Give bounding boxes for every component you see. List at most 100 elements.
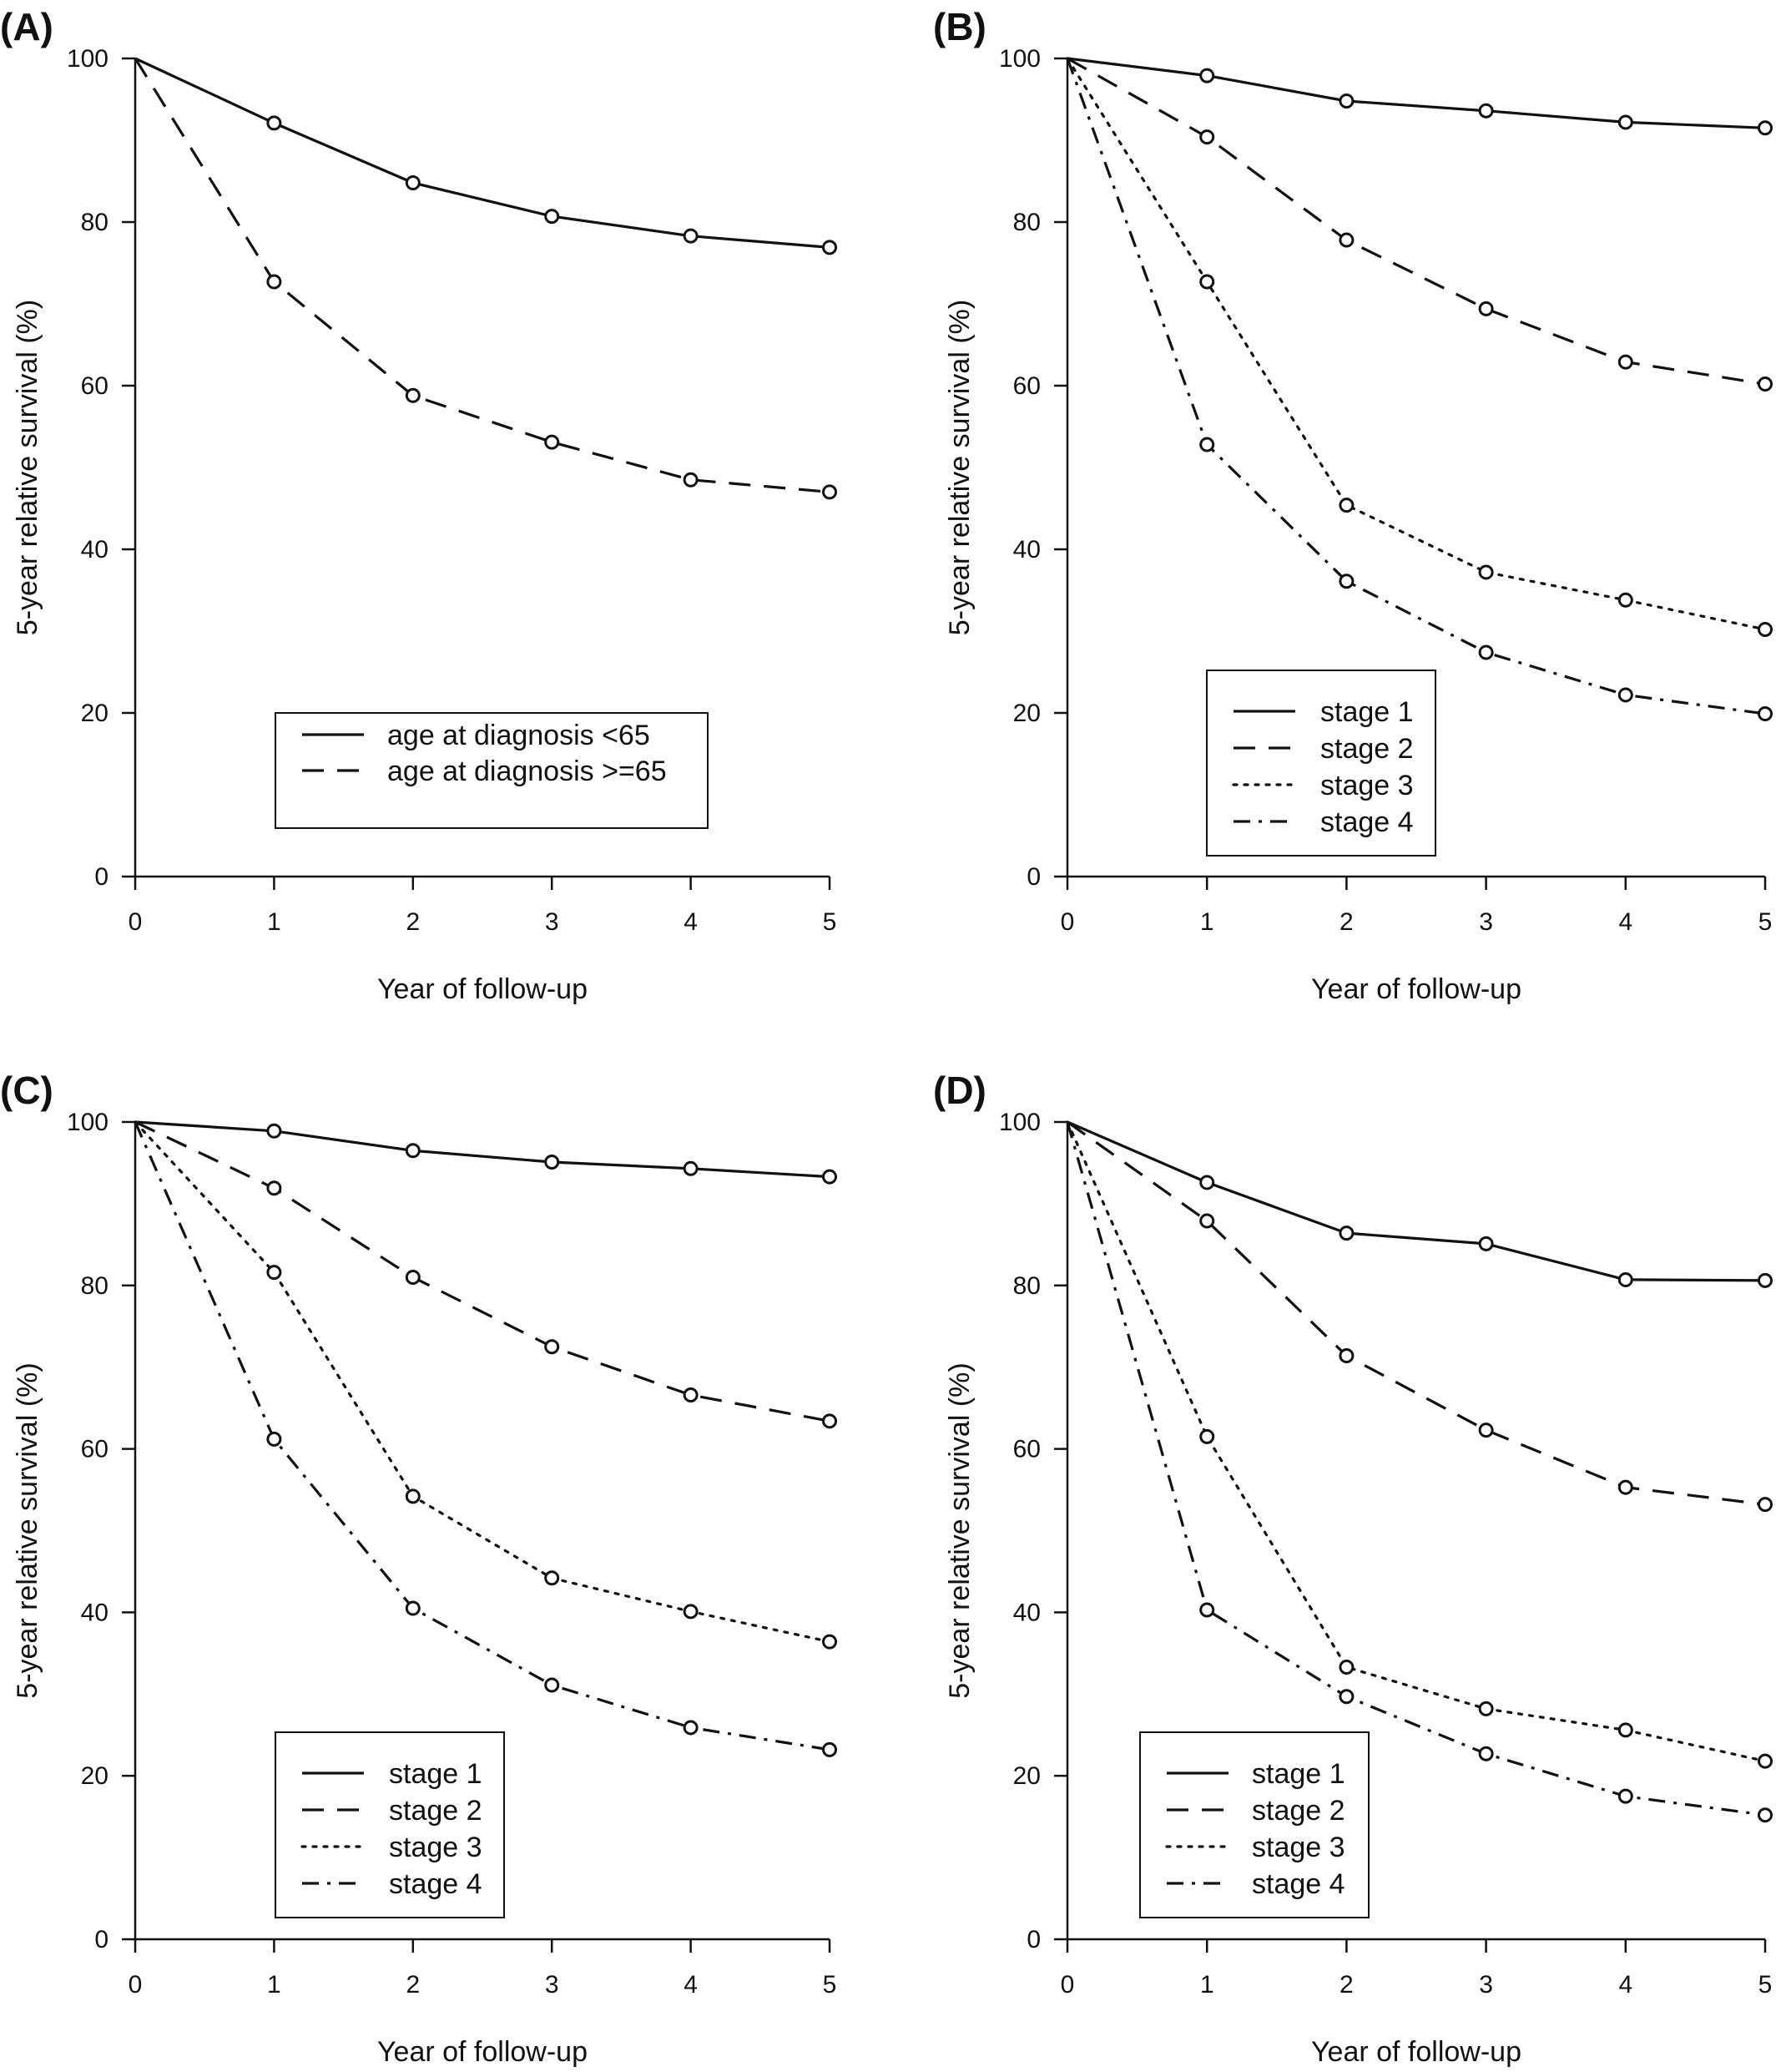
x-tick-label: 0	[1061, 1971, 1075, 1999]
y-tick-label: 20	[1013, 700, 1041, 727]
series-line	[134, 1120, 830, 1423]
x-tick-label: 3	[1479, 1971, 1493, 1999]
data-point	[822, 1634, 837, 1650]
y-tick-label: 60	[81, 372, 108, 400]
panel-label: (B)	[933, 5, 986, 48]
data-point	[1199, 129, 1215, 145]
series-dashed	[134, 1120, 837, 1429]
legend-box	[1139, 1731, 1370, 1918]
y-tick-label: 40	[1013, 1599, 1041, 1626]
data-point	[822, 1741, 837, 1757]
series-dashed	[1067, 1120, 1773, 1513]
legend: age at diagnosis <65 age at diagnosis >=6…	[275, 712, 709, 829]
series-line	[1067, 1120, 1766, 1506]
data-point	[405, 1143, 421, 1159]
y-tick-label: 80	[1013, 1272, 1041, 1300]
legend-label: stage 1	[1252, 1758, 1345, 1790]
y-tick-label: 100	[67, 1109, 108, 1136]
data-point	[1478, 1746, 1494, 1761]
x-tick-label: 4	[1618, 1971, 1632, 1999]
x-tick-label: 4	[1618, 908, 1632, 936]
data-point	[266, 115, 282, 131]
data-point	[1758, 1753, 1773, 1769]
series-dashdot	[1066, 1121, 1773, 1823]
legend: stage 1 stage 2 stage 3 stage 4	[1139, 1731, 1370, 1918]
data-point	[405, 1270, 421, 1286]
data-point	[1199, 1428, 1215, 1444]
y-tick-label: 60	[1013, 372, 1041, 400]
x-tick-label: 5	[1758, 908, 1773, 936]
x-tick-label: 0	[129, 908, 143, 936]
x-axis-title: Year of follow-up	[377, 2036, 588, 2068]
data-point	[1758, 376, 1773, 392]
series-line	[1066, 58, 1766, 715]
legend-label: stage 2	[1320, 733, 1414, 765]
panel-label: (A)	[0, 5, 53, 48]
x-tick-label: 5	[823, 908, 837, 936]
data-point	[1478, 644, 1494, 660]
x-axis-title: Year of follow-up	[1311, 973, 1521, 1005]
legend-box	[1206, 670, 1436, 857]
y-tick-label: 0	[1027, 1926, 1041, 1953]
y-tick-label: 100	[67, 45, 108, 73]
panel-label: (C)	[0, 1069, 53, 1112]
legend-label: age at diagnosis <65	[387, 720, 650, 751]
data-point	[822, 1169, 837, 1185]
data-point	[1478, 1701, 1494, 1716]
data-point	[1617, 1722, 1633, 1738]
series-solid	[134, 1120, 837, 1185]
series-dotted	[134, 1120, 837, 1650]
x-tick-label: 2	[406, 908, 420, 936]
series-line	[134, 58, 830, 493]
data-point	[1199, 274, 1215, 290]
y-tick-label: 80	[81, 209, 108, 236]
data-point	[1199, 1175, 1215, 1190]
series-dotted	[1066, 1120, 1773, 1769]
y-tick-label: 60	[1013, 1436, 1041, 1463]
data-point	[405, 1600, 421, 1616]
panel-a: (A) 0 20 40 60 80 100 0 1 2 3 4 5 Year of follow-up 5-…	[0, 5, 837, 1005]
series-solid	[1067, 57, 1773, 136]
data-point	[1478, 301, 1494, 316]
data-point	[1478, 1423, 1494, 1438]
data-point	[1617, 1271, 1633, 1287]
x-tick-label: 5	[1758, 1971, 1773, 1999]
x-tick-label: 2	[1340, 908, 1354, 936]
data-point	[683, 472, 699, 488]
data-point	[1339, 93, 1355, 109]
data-point	[1617, 354, 1633, 370]
data-point	[405, 387, 421, 403]
legend-label: stage 4	[389, 1868, 482, 1900]
data-point	[1199, 68, 1215, 83]
y-axis-title: 5-year relative survival (%)	[12, 1362, 43, 1698]
data-point	[266, 1180, 282, 1196]
data-point	[1478, 1236, 1494, 1251]
data-point	[1617, 687, 1633, 703]
series-line	[1067, 57, 1766, 129]
y-tick-label: 40	[1013, 536, 1041, 563]
data-point	[1758, 622, 1773, 638]
y-tick-label: 0	[94, 1926, 108, 1953]
series-line	[134, 57, 830, 249]
data-point	[1339, 1689, 1355, 1705]
y-tick-label: 40	[81, 1599, 108, 1626]
series-dashdot	[134, 1121, 837, 1757]
data-point	[266, 274, 282, 290]
data-point	[1617, 1788, 1633, 1804]
y-tick-label: 100	[999, 1109, 1041, 1136]
data-point	[1339, 1347, 1355, 1363]
x-tick-label: 5	[823, 1971, 837, 1999]
data-point	[1617, 1479, 1633, 1495]
legend-label: stage 3	[1252, 1832, 1345, 1863]
data-point	[1339, 574, 1355, 589]
legend-label: stage 3	[1320, 770, 1414, 801]
y-tick-label: 80	[81, 1272, 108, 1300]
data-point	[544, 209, 560, 225]
y-axis-title: 5-year relative survival (%)	[944, 300, 976, 635]
legend: stage 1 stage 2 stage 3 stage 4	[1206, 670, 1436, 857]
data-point	[1199, 1213, 1215, 1229]
data-point	[1339, 1659, 1355, 1675]
series-dashed	[134, 58, 837, 500]
legend-label: stage 3	[389, 1832, 482, 1863]
